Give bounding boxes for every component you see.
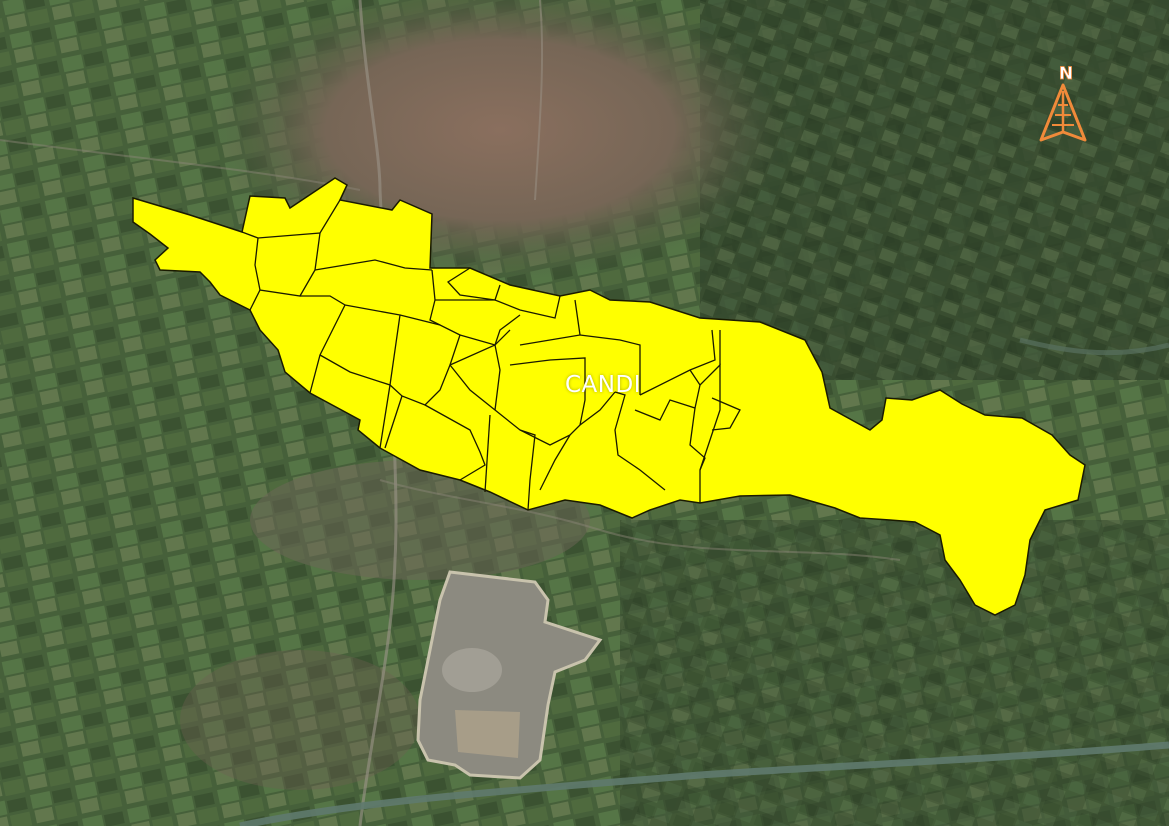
district-polygon[interactable] — [132, 177, 1086, 616]
river — [239, 741, 1169, 826]
north-letter: N — [1059, 64, 1073, 84]
district-label: CANDI — [565, 372, 641, 398]
north-arrow-icon — [1039, 83, 1087, 142]
village-boundaries — [241, 199, 741, 511]
